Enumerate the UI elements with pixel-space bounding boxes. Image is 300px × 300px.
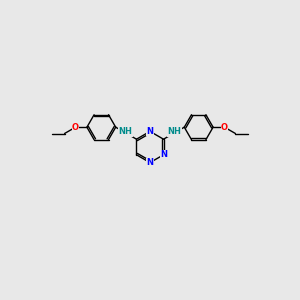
Text: N: N bbox=[146, 158, 154, 167]
Text: O: O bbox=[72, 123, 79, 132]
Text: N: N bbox=[146, 127, 154, 136]
Text: NH: NH bbox=[167, 127, 182, 136]
Text: O: O bbox=[221, 123, 228, 132]
Text: N: N bbox=[160, 150, 167, 159]
Text: NH: NH bbox=[118, 127, 133, 136]
